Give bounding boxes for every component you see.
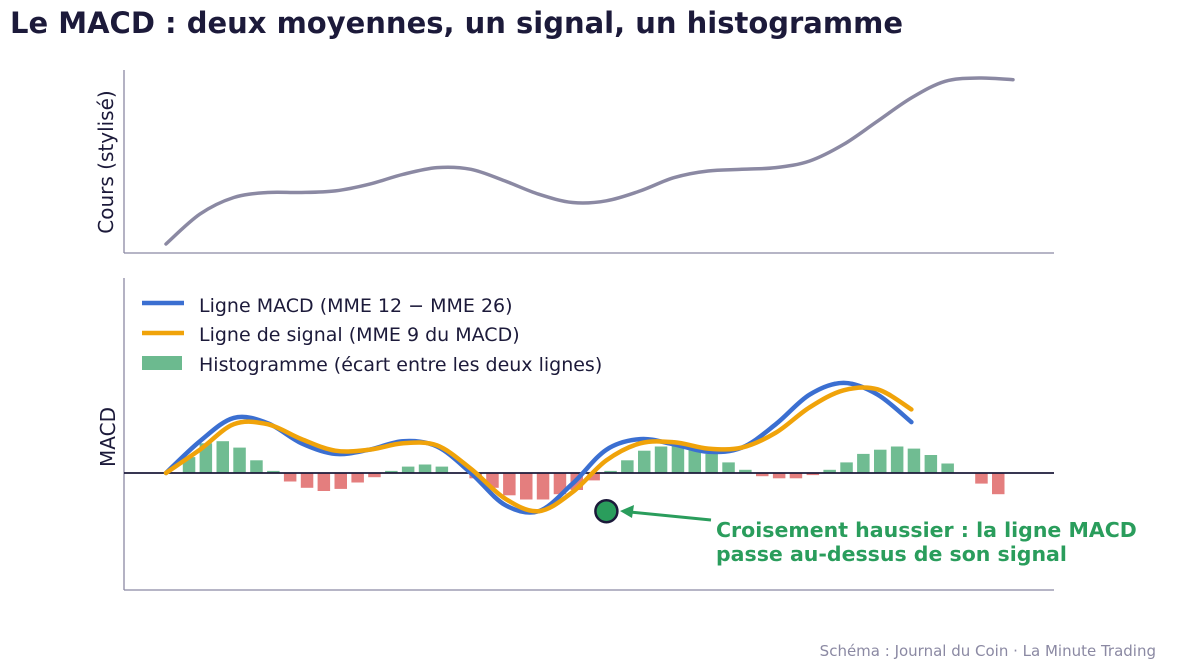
histogram-bar-negative	[368, 473, 381, 478]
crossover-annotation: Croisement haussier : la ligne MACD passe…	[594, 498, 1137, 566]
price-ylabel: Cours (stylisé)	[94, 90, 118, 233]
histogram-bar-negative	[351, 473, 364, 483]
histogram-bar-negative	[503, 473, 516, 496]
histogram-bar-positive	[638, 450, 651, 473]
histogram-bar-negative	[789, 473, 803, 479]
price-panel: Cours (stylisé)	[94, 70, 1054, 254]
histogram-bar-positive	[705, 453, 718, 473]
legend-swatch-histogram	[142, 356, 182, 370]
legend-label-signal: Ligne de signal (MME 9 du MACD)	[199, 324, 520, 346]
credit-text: Schéma : Journal du Coin · La Minute Tra…	[820, 642, 1156, 660]
histogram-bar-positive	[199, 443, 213, 473]
histogram-bar-positive	[250, 460, 263, 473]
histogram-bar-negative	[334, 473, 347, 489]
annotation-line: Croisement haussier : la ligne MACD	[716, 518, 1137, 542]
histogram-bar-positive	[435, 466, 449, 473]
histogram-bar-positive	[671, 444, 685, 473]
price-series-line	[164, 76, 1015, 246]
histogram-bar-negative	[520, 473, 533, 500]
signal-series-line	[163, 385, 914, 514]
histogram-bar-negative	[317, 473, 331, 491]
histogram-bars	[182, 441, 1005, 500]
chart-title: Le MACD : deux moyennes, un signal, un h…	[10, 6, 903, 40]
histogram-bar-positive	[907, 448, 921, 473]
histogram-bar-positive	[385, 470, 398, 473]
legend-label-histogram: Histogramme (écart entre les deux lignes…	[199, 354, 602, 376]
histogram-bar-negative	[756, 473, 769, 477]
histogram-bar-negative	[553, 473, 567, 495]
legend: Ligne MACD (MME 12 − MME 26) Ligne de si…	[142, 295, 602, 376]
crossover-marker	[594, 498, 619, 524]
histogram-bar-negative	[806, 473, 820, 476]
histogram-bar-positive	[840, 462, 853, 473]
histogram-bar-positive	[267, 470, 280, 473]
annotation-line: passe au-dessus de son signal	[716, 542, 1067, 566]
annotation-arrow-head	[620, 505, 634, 518]
annotation-text: Croisement haussier : la ligne MACD passe…	[716, 518, 1137, 566]
histogram-bar-positive	[739, 469, 752, 473]
histogram-bar-positive	[604, 470, 617, 473]
histogram-bar-positive	[924, 455, 938, 473]
histogram-bar-negative	[772, 473, 786, 479]
histogram-bar-positive	[418, 464, 432, 473]
histogram-bar-positive	[216, 441, 229, 473]
macd-panel: MACD Ligne MACD (MME 12 − MME 26) Ligne …	[96, 278, 1137, 591]
histogram-bar-positive	[233, 447, 246, 473]
histogram-bar-positive	[401, 466, 415, 473]
histogram-bar-negative	[587, 473, 600, 481]
histogram-bar-negative	[283, 473, 297, 482]
macd-ylabel: MACD	[96, 407, 120, 467]
histogram-bar-positive	[857, 453, 870, 473]
histogram-bar-positive	[621, 460, 634, 473]
histogram-bar-positive	[874, 449, 887, 473]
histogram-bar-negative	[300, 473, 314, 488]
histogram-bar-positive	[823, 469, 836, 473]
histogram-bar-positive	[890, 446, 904, 473]
histogram-bar-positive	[722, 462, 735, 473]
histogram-bar-negative	[992, 473, 1005, 495]
histogram-bar-negative	[536, 473, 550, 500]
legend-label-macd: Ligne MACD (MME 12 − MME 26)	[199, 295, 513, 317]
histogram-bar-negative	[975, 473, 988, 484]
histogram-bar-positive	[688, 447, 701, 473]
annotation-arrow-shaft	[629, 510, 712, 522]
histogram-bar-positive	[941, 463, 954, 473]
histogram-bar-positive	[654, 446, 668, 473]
